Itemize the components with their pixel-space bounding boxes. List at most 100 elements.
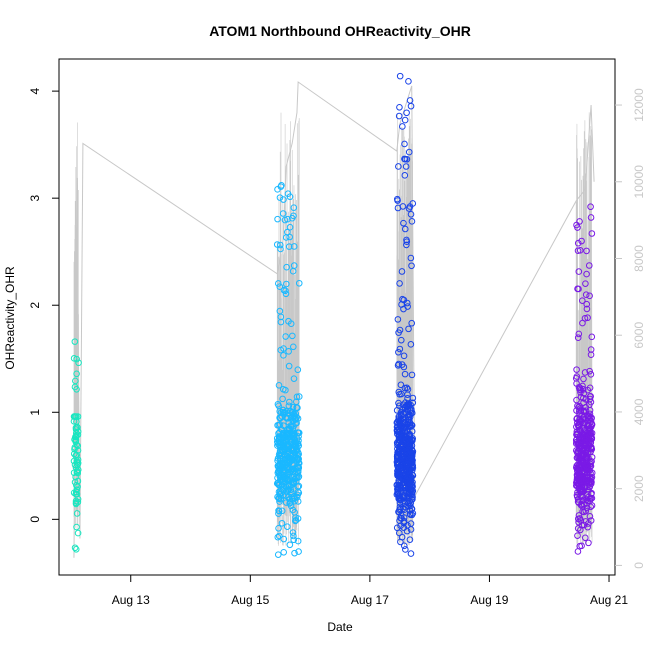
data-point (574, 498, 582, 506)
data-point (291, 430, 298, 438)
data-point (276, 498, 283, 505)
data-point (292, 445, 300, 453)
data-point (285, 362, 293, 370)
data-point (398, 390, 405, 398)
data-point (283, 263, 290, 271)
data-point (408, 262, 415, 270)
data-point (400, 524, 408, 531)
data-point (573, 221, 580, 229)
data-point (407, 210, 415, 218)
data-point (409, 399, 417, 407)
data-point (288, 430, 295, 437)
data-point (584, 523, 591, 531)
data-point (275, 507, 282, 514)
data-point (294, 366, 302, 374)
data-point (409, 483, 416, 490)
data-point (584, 386, 592, 394)
data-point (73, 370, 80, 378)
data-point (401, 370, 409, 378)
data-point (576, 470, 584, 478)
data-point (588, 458, 595, 465)
data-point (405, 325, 412, 333)
data-point (403, 109, 410, 117)
data-point (287, 438, 294, 446)
data-point (573, 415, 580, 423)
y-axis-left: 0 1 2 3 4 (28, 87, 59, 523)
y2-tick-label: 8000 (632, 245, 646, 272)
data-point (285, 317, 292, 325)
data-point (285, 348, 292, 355)
data-point (294, 498, 302, 505)
data-point (72, 546, 80, 553)
data-point (277, 245, 284, 253)
data-point (274, 474, 281, 482)
data-point (402, 163, 410, 170)
data-point (587, 371, 595, 378)
data-point (286, 541, 294, 549)
data-point (290, 204, 298, 211)
data-point (282, 492, 290, 500)
data-point (294, 404, 301, 412)
data-point (399, 430, 406, 437)
data-point (279, 385, 287, 393)
data-point (401, 225, 409, 233)
data-point (586, 367, 593, 375)
y2-tick-label: 2000 (632, 475, 646, 502)
data-point (397, 381, 405, 389)
data-point (409, 457, 416, 464)
data-point (395, 399, 402, 407)
y-tick-label: 2 (28, 302, 42, 309)
data-point (291, 549, 298, 557)
data-point (405, 205, 413, 212)
y2-tick-label: 10000 (632, 165, 646, 199)
data-point (279, 395, 286, 403)
data-point (71, 383, 79, 391)
data-point (75, 359, 82, 367)
data-point (575, 403, 582, 411)
data-point (275, 510, 282, 517)
data-point (585, 262, 593, 269)
data-point (282, 290, 290, 298)
data-point (71, 444, 79, 451)
data-point (405, 502, 413, 510)
data-point (285, 486, 293, 493)
data-point (397, 336, 405, 344)
data-point (291, 449, 298, 456)
data-point (276, 194, 284, 201)
data-point (574, 515, 582, 523)
data-point (576, 416, 583, 423)
data-point (576, 247, 584, 254)
data-point (573, 431, 580, 438)
data-point (275, 280, 282, 287)
data-point (282, 452, 290, 459)
data-point (402, 546, 409, 553)
data-point (588, 230, 596, 237)
x-axis-label: Date (327, 620, 353, 634)
data-point (290, 532, 297, 540)
data-point (280, 549, 288, 556)
data-point (396, 492, 403, 500)
data-point (406, 536, 414, 543)
data-point (285, 459, 293, 467)
data-point (575, 268, 583, 275)
data-point (588, 444, 595, 451)
data-point (408, 450, 416, 458)
data-point (408, 319, 416, 327)
data-point (293, 473, 301, 481)
data-point (289, 506, 297, 514)
data-point (575, 512, 583, 519)
x-tick-label: Aug 21 (590, 593, 628, 607)
y-tick-label: 1 (28, 409, 42, 416)
data-point (273, 241, 281, 248)
y2-tick-label: 0 (632, 562, 646, 569)
data-point (580, 508, 588, 516)
data-point (284, 228, 291, 236)
data-point (396, 496, 404, 504)
data-point (288, 214, 296, 222)
data-point (394, 452, 402, 460)
data-point (293, 419, 300, 427)
data-point (407, 520, 415, 527)
data-point (290, 375, 298, 382)
data-point (280, 352, 287, 359)
y2-tick-label: 12000 (632, 88, 646, 122)
